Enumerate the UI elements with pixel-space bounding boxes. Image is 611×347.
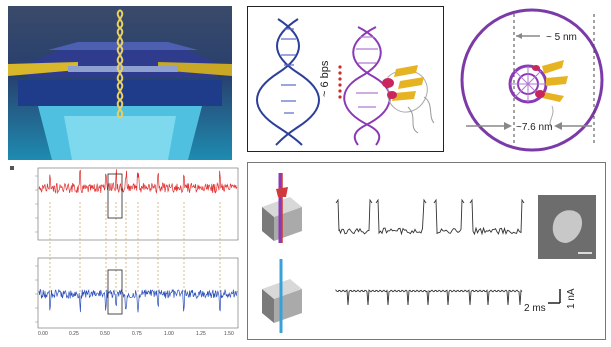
ionic-current-trace — [38, 169, 238, 195]
panel-marker — [10, 166, 14, 170]
structure-panel: ~ 6 bps — [247, 6, 444, 152]
upper-event-traces — [335, 198, 525, 236]
x-tick: 1.50 — [224, 331, 234, 337]
pore-panel: ~ 5 nm ~7.6 nm — [456, 6, 608, 152]
x-tick: 0.25 — [69, 331, 79, 337]
x-tick: 0.00 — [38, 331, 48, 337]
bound-dna-helix — [343, 26, 391, 146]
translocation-schematic-dna — [262, 173, 302, 243]
outer-diameter-label: ~7.6 nm — [516, 122, 552, 133]
current-panel: 0.00 0.25 0.50 0.75 1.00 1.25 1.50 — [8, 162, 244, 342]
protein-structure — [382, 65, 435, 134]
translocation-schematic-bare — [262, 259, 302, 333]
x-tick: 0.50 — [100, 331, 110, 337]
y-ticks — [35, 175, 38, 323]
event-guides — [49, 202, 221, 294]
x-tick: 1.25 — [196, 331, 206, 337]
scale-current-label: 1 nA — [566, 288, 577, 309]
device-render-image — [8, 6, 232, 160]
bps-marker — [338, 65, 342, 99]
ionic-zoom-box — [107, 173, 123, 219]
inner-diameter-label: ~ 5 nm — [546, 32, 577, 43]
graphene-current-trace — [38, 288, 238, 313]
graphene-zoom-box — [107, 269, 123, 315]
traces-panel: 2 ms 1 nA — [247, 162, 606, 340]
pore-sem-image — [538, 195, 596, 259]
x-tick: 0.75 — [132, 331, 142, 337]
lower-event-traces — [335, 289, 523, 306]
x-tick-labels: 0.00 0.25 0.50 0.75 1.00 1.25 1.50 — [38, 331, 234, 337]
bps-label: ~ 6 bps — [319, 60, 331, 97]
x-tick: 1.00 — [164, 331, 174, 337]
bare-dna-helix — [256, 18, 320, 146]
pore-dna-endview — [508, 60, 568, 129]
device-render-panel — [8, 6, 232, 160]
pore-outline — [460, 8, 604, 152]
scale-time-label: 2 ms — [524, 303, 546, 314]
scale-bar: 2 ms 1 nA — [524, 288, 577, 314]
